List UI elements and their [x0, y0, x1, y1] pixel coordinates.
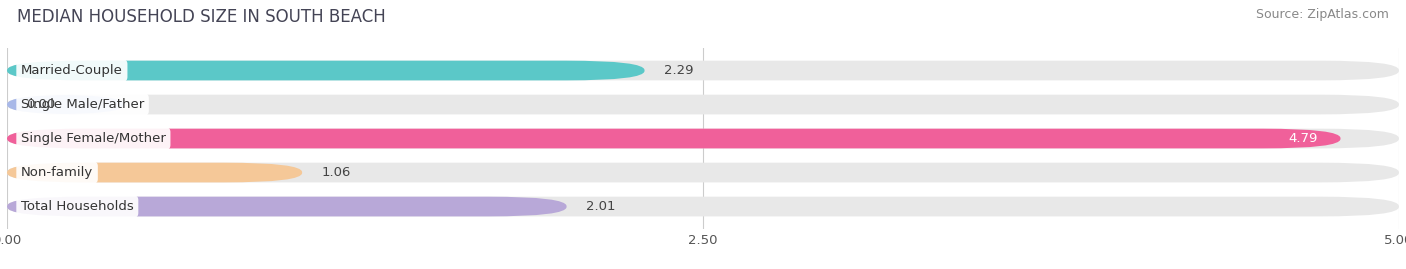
FancyBboxPatch shape: [7, 197, 567, 216]
Text: Source: ZipAtlas.com: Source: ZipAtlas.com: [1256, 8, 1389, 21]
Text: Married-Couple: Married-Couple: [21, 64, 122, 77]
FancyBboxPatch shape: [7, 95, 124, 114]
Text: MEDIAN HOUSEHOLD SIZE IN SOUTH BEACH: MEDIAN HOUSEHOLD SIZE IN SOUTH BEACH: [17, 8, 385, 26]
FancyBboxPatch shape: [7, 95, 1399, 114]
FancyBboxPatch shape: [7, 197, 1399, 216]
Text: 2.01: 2.01: [586, 200, 616, 213]
FancyBboxPatch shape: [7, 61, 1399, 80]
FancyBboxPatch shape: [7, 61, 644, 80]
FancyBboxPatch shape: [7, 129, 1399, 148]
Text: Total Households: Total Households: [21, 200, 134, 213]
Text: 2.29: 2.29: [664, 64, 693, 77]
Text: Single Male/Father: Single Male/Father: [21, 98, 145, 111]
FancyBboxPatch shape: [7, 163, 302, 182]
Text: 4.79: 4.79: [1289, 132, 1319, 145]
Text: Non-family: Non-family: [21, 166, 93, 179]
Text: Single Female/Mother: Single Female/Mother: [21, 132, 166, 145]
Text: 0.00: 0.00: [27, 98, 56, 111]
FancyBboxPatch shape: [7, 163, 1399, 182]
FancyBboxPatch shape: [7, 129, 1340, 148]
Text: 1.06: 1.06: [322, 166, 352, 179]
